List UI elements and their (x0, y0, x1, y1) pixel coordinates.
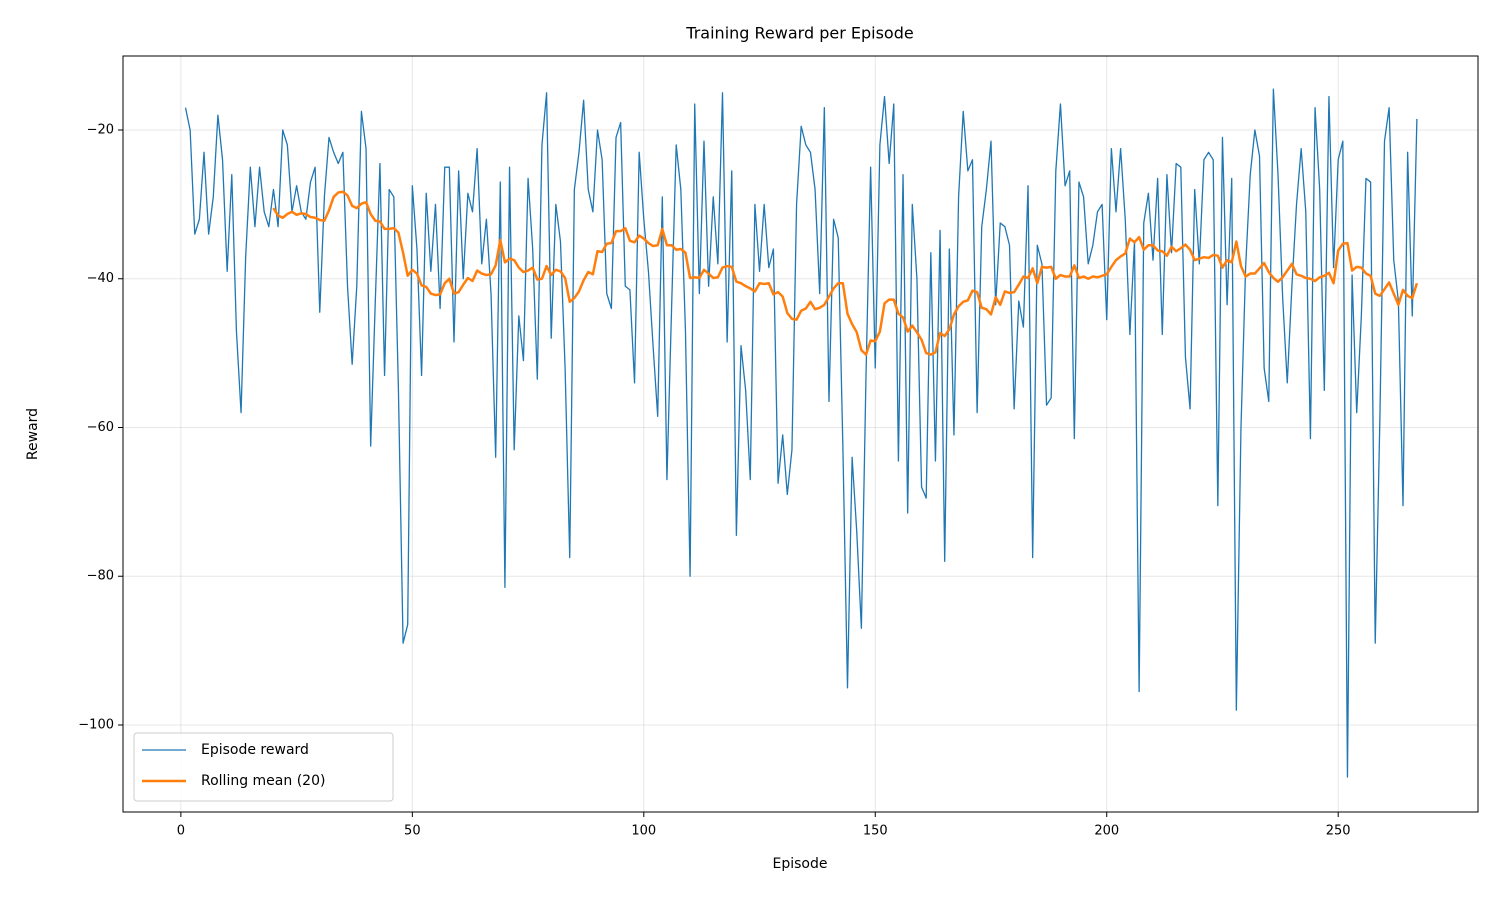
plot (184, 88, 1419, 778)
data-line (184, 88, 1418, 778)
x-tick-label: 100 (631, 824, 656, 839)
data-line (272, 190, 1419, 356)
y-tick-label: −60 (87, 420, 114, 435)
legend-label: Rolling mean (20) (201, 773, 325, 789)
y-tick-label: −20 (87, 123, 114, 138)
plot-frame (122, 55, 1479, 813)
x-tick-label: 250 (1326, 824, 1351, 839)
y-tick-label: −100 (78, 717, 114, 732)
axes: 0 50 100 150 200 250 −100 −80 −60 −40 −20 (78, 123, 1350, 839)
legend: Episode reward Rolling mean (20) (133, 732, 394, 802)
y-tick-label: −80 (87, 569, 114, 584)
x-tick-label: 200 (1094, 824, 1119, 839)
legend-box (133, 732, 394, 802)
legend-label: Episode reward (201, 742, 309, 758)
x-axis-label: Episode (773, 856, 828, 872)
y-tick-label: −40 (87, 271, 114, 286)
x-tick-label: 0 (177, 824, 185, 839)
y-axis-label: Reward (25, 408, 41, 460)
x-tick-label: 150 (863, 824, 888, 839)
x-tick-label: 50 (404, 824, 421, 839)
chart-title: Training Reward per Episode (685, 24, 913, 43)
